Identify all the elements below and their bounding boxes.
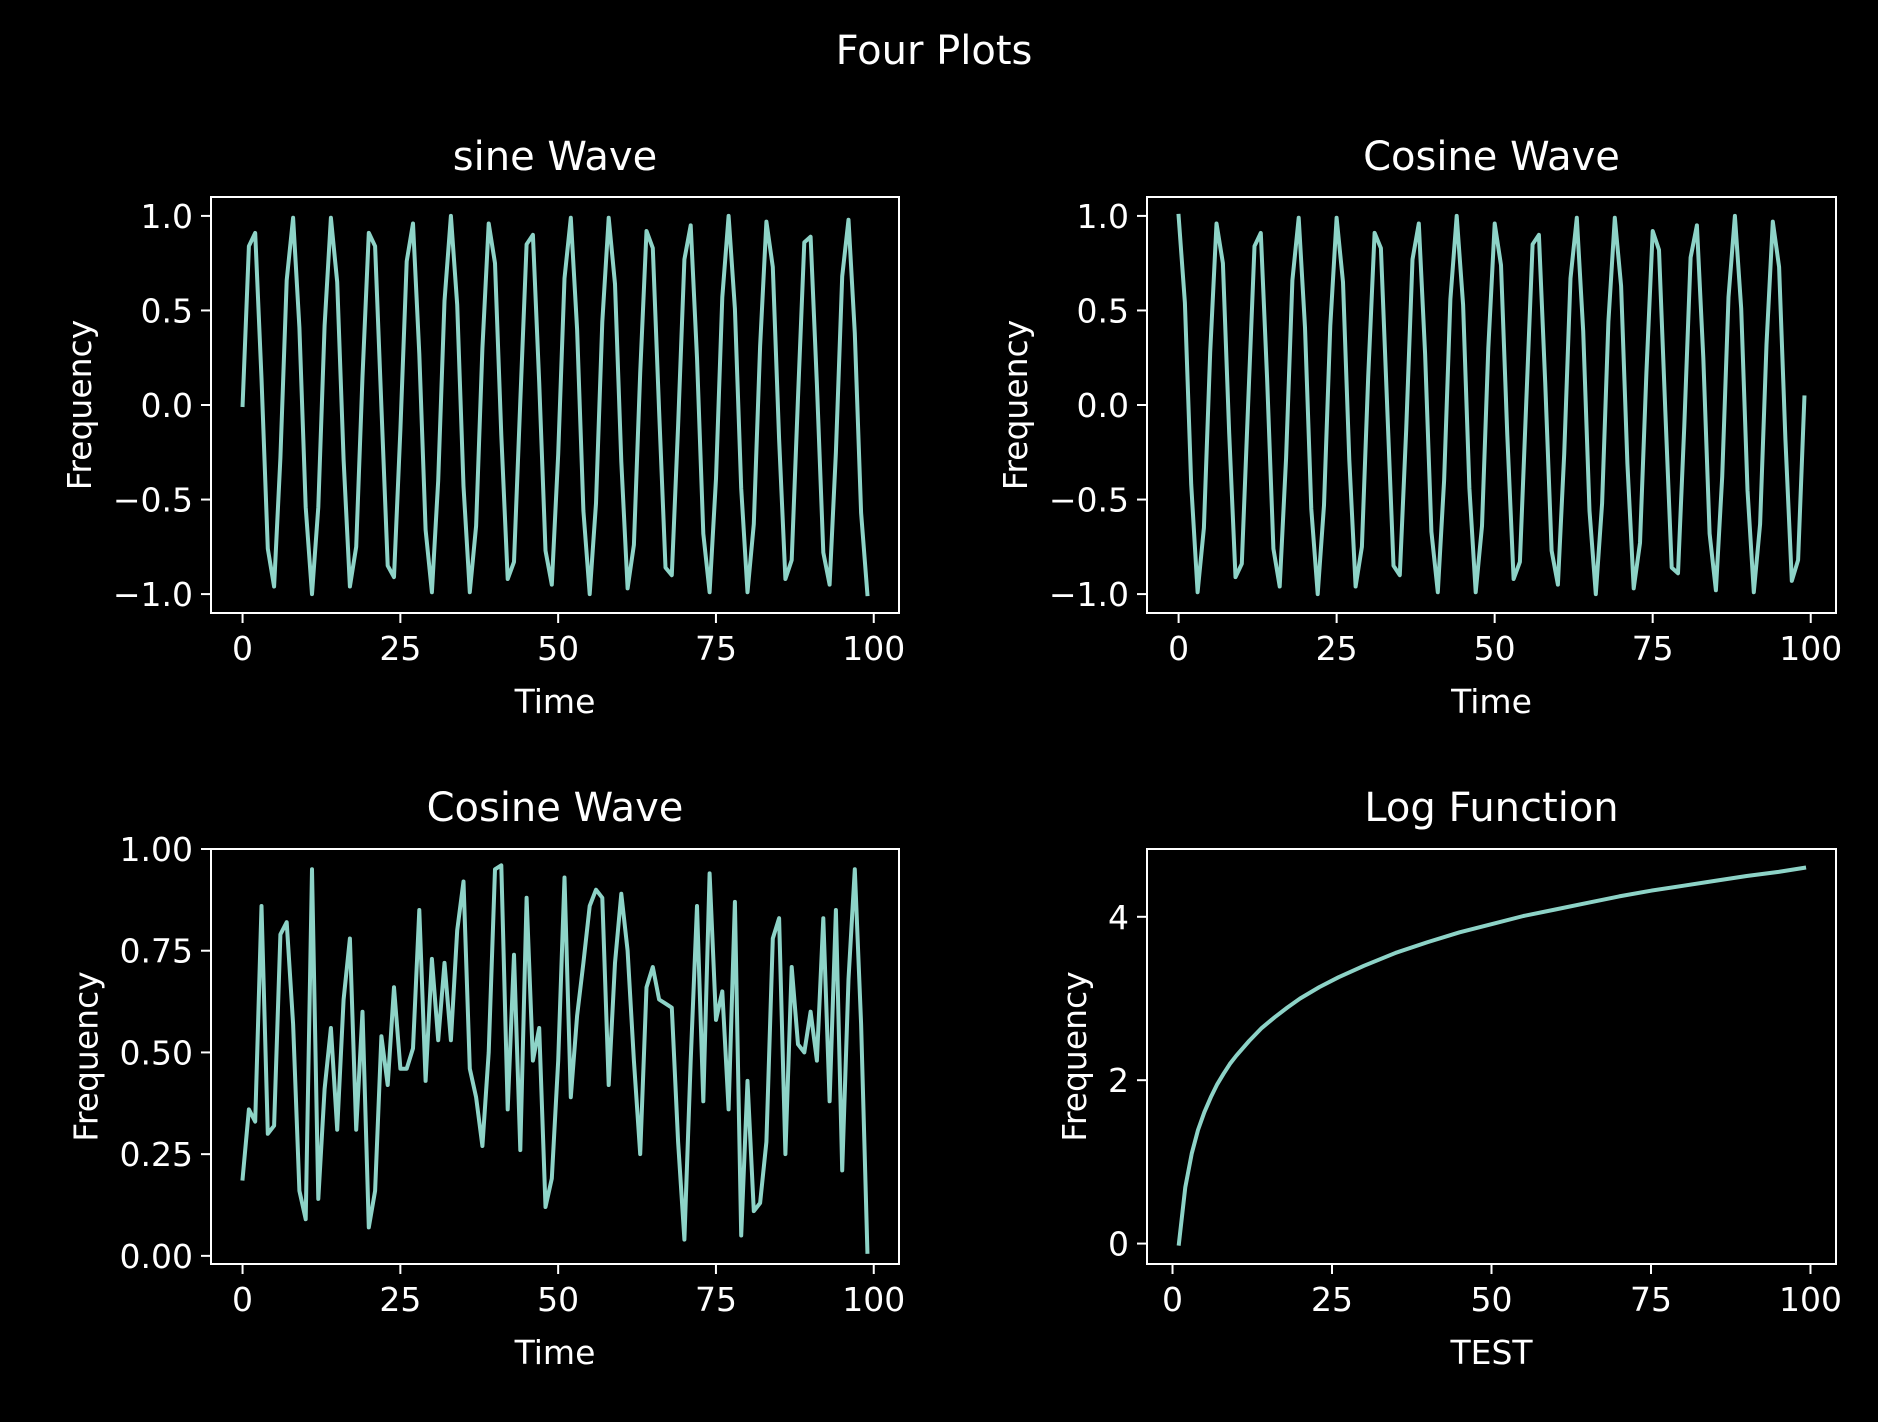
series-line — [240, 863, 870, 1254]
x-tick-label: 50 — [537, 629, 579, 668]
x-tick-label: 0 — [232, 629, 253, 668]
y-tick-label: −1.0 — [1049, 575, 1129, 614]
x-tick-label: 75 — [695, 1280, 737, 1319]
y-tick-label: 0.5 — [141, 291, 193, 330]
x-tick-label: 50 — [1471, 1280, 1513, 1319]
subplots: sine Wave 0 25 50 75 100 −1.0 −0.5 0.0 0.5 1.0 Time… — [60, 134, 1842, 1372]
y-tick-label: 0.75 — [120, 932, 193, 971]
subplot-4: Log Function 0 25 50 75 100 0 2 4 TEST Frequency — [1055, 785, 1842, 1372]
y-tick-label: 0.00 — [120, 1237, 193, 1276]
x-tick-label: 50 — [1474, 629, 1516, 668]
x-tick-label: 25 — [379, 629, 421, 668]
y-axis-label: Frequency — [1055, 971, 1094, 1141]
y-tick-label: −0.5 — [1049, 481, 1129, 520]
x-axis-label: Time — [514, 1333, 596, 1372]
y-tick-label: 1.00 — [120, 830, 193, 869]
subplot-title: Cosine Wave — [427, 785, 684, 831]
x-tick-label: 25 — [1316, 629, 1358, 668]
x-tick-label: 0 — [232, 1280, 253, 1319]
x-axis-label: TEST — [1449, 1333, 1533, 1372]
x-tick-label: 75 — [1632, 629, 1674, 668]
subplot-title: Log Function — [1364, 785, 1618, 831]
x-tick-label: 100 — [842, 1280, 905, 1319]
y-tick-label: −0.5 — [113, 481, 193, 520]
x-tick-label: 75 — [695, 629, 737, 668]
x-tick-label: 25 — [1311, 1280, 1353, 1319]
y-tick-label: 0.50 — [120, 1033, 193, 1072]
x-axis-label: Time — [514, 682, 596, 721]
x-tick-label: 0 — [1168, 629, 1189, 668]
x-tick-label: 25 — [379, 1280, 421, 1319]
y-tick-label: 0 — [1108, 1225, 1129, 1264]
y-tick-label: 2 — [1108, 1061, 1129, 1100]
subplot-3: Cosine Wave 0 25 50 75 100 0.00 0.25 0.50 0.75 1.0… — [67, 785, 906, 1372]
axes-frame — [210, 848, 900, 1265]
y-axis-label: Frequency — [67, 971, 106, 1141]
x-tick-label: 50 — [537, 1280, 579, 1319]
series-line — [1176, 865, 1807, 1246]
subplot-1: sine Wave 0 25 50 75 100 −1.0 −0.5 0.0 0.5 1.0 Time… — [60, 134, 905, 721]
y-tick-label: 1.0 — [141, 197, 193, 236]
x-tick-label: 100 — [1779, 629, 1842, 668]
x-tick-label: 100 — [1779, 1280, 1842, 1319]
x-tick-label: 75 — [1630, 1280, 1672, 1319]
series-line — [240, 213, 870, 597]
subplot-2: Cosine Wave 0 25 50 75 100 −1.0 −0.5 0.0 0.5 1.0 Ti… — [996, 134, 1842, 721]
y-tick-label: 0.25 — [120, 1135, 193, 1174]
y-tick-label: 4 — [1108, 898, 1129, 937]
y-tick-label: 0.0 — [141, 386, 193, 425]
subplot-title: Cosine Wave — [1363, 134, 1620, 180]
x-tick-label: 0 — [1162, 1280, 1183, 1319]
y-axis-label: Frequency — [996, 320, 1035, 490]
x-axis-label: Time — [1450, 682, 1532, 721]
y-axis-label: Frequency — [60, 320, 99, 490]
y-tick-label: 1.0 — [1077, 197, 1129, 236]
x-tick-label: 100 — [842, 629, 905, 668]
y-tick-label: −1.0 — [113, 575, 193, 614]
subplot-title: sine Wave — [453, 134, 657, 180]
figure-title: Four Plots — [836, 28, 1033, 74]
y-tick-label: 0.0 — [1077, 386, 1129, 425]
y-tick-label: 0.5 — [1077, 291, 1129, 330]
series-line — [1176, 213, 1807, 597]
